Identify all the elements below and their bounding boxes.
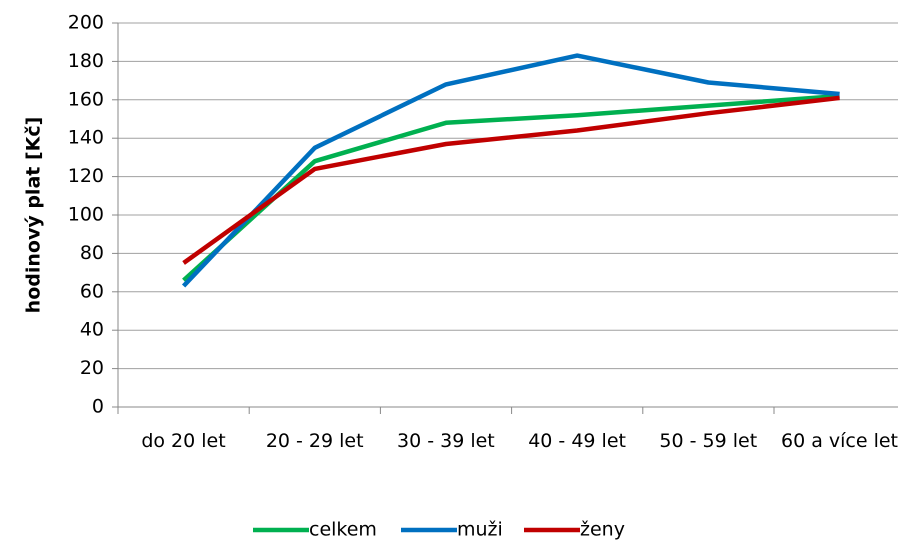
legend-label: celkem: [309, 519, 377, 541]
y-tick-label: 100: [68, 204, 104, 226]
y-tick-label: 0: [92, 396, 104, 418]
x-tick-label: 40 - 49 let: [528, 430, 626, 452]
legend-label: muži: [457, 519, 503, 541]
y-tick-label: 80: [80, 242, 104, 264]
y-tick-label: 160: [68, 88, 104, 110]
x-tick-label: 20 - 29 let: [265, 430, 364, 452]
y-tick-label: 20: [80, 357, 104, 379]
y-tick-label: 180: [68, 50, 104, 72]
legend-label: ženy: [580, 519, 625, 541]
series-line: [182, 95, 840, 265]
series-line: [182, 93, 840, 282]
y-tick-label: 120: [68, 165, 104, 187]
x-tick-label: 60 a více let: [780, 430, 898, 452]
y-tick-label: 200: [68, 12, 104, 34]
y-axis-label: hodinový plat [Kč]: [23, 117, 45, 314]
y-tick-label: 140: [68, 127, 104, 149]
x-tick-label: 30 - 39 let: [397, 430, 495, 452]
series-line: [181, 53, 840, 288]
x-tick-label: 50 - 59 let: [659, 430, 758, 452]
y-tick-label: 60: [80, 280, 104, 302]
y-tick-label: 40: [80, 319, 104, 341]
x-tick-label: do 20 let: [141, 430, 226, 452]
